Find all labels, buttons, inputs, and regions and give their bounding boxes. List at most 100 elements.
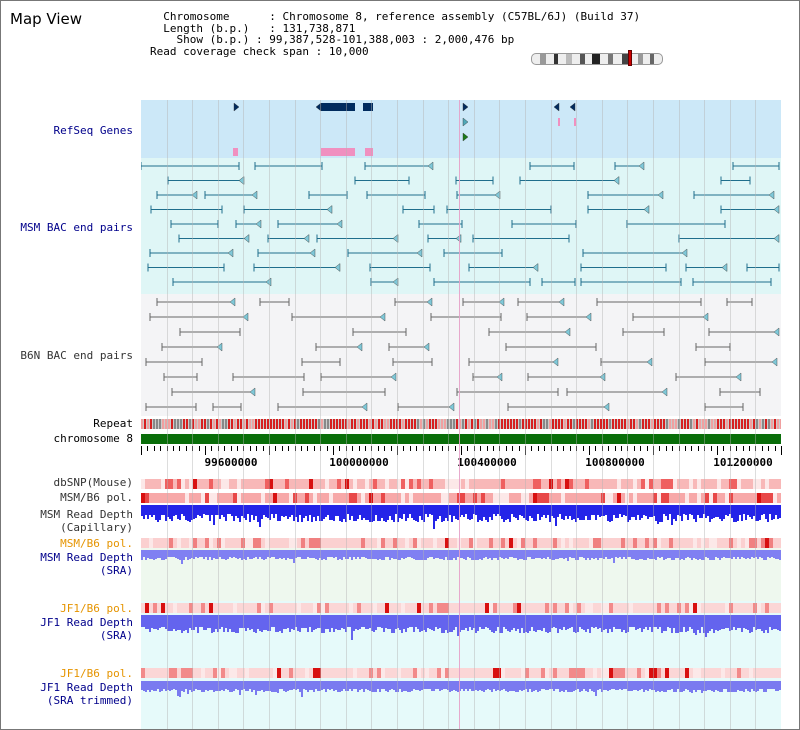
heat-cell — [445, 668, 449, 678]
depth-bar — [627, 681, 629, 691]
depth-bar — [635, 681, 637, 690]
depth-bar — [453, 550, 455, 558]
track-label-msm-b6-pol-1[interactable]: MSM/B6 pol. — [60, 491, 133, 504]
depth-bar — [243, 615, 245, 628]
heat-cell — [325, 479, 329, 489]
depth-bar — [231, 615, 233, 632]
ideogram-position-marker[interactable] — [628, 50, 632, 66]
track-label-msm-b6-pol-2[interactable]: MSM/B6 pol. — [60, 537, 133, 550]
depth-bar — [771, 505, 773, 520]
heat-cell — [389, 538, 393, 548]
repeat-segment — [147, 419, 149, 429]
track-label-jf1-b6-pol-1[interactable]: JF1/B6 pol. — [60, 602, 133, 615]
jf1-b6-pol-heat-track-1[interactable] — [141, 603, 781, 613]
repeat-segment — [198, 419, 200, 429]
track-label-msm-depth-cap[interactable]: MSM Read Depth (Capillary) — [40, 508, 133, 534]
repeat-segment — [609, 419, 611, 429]
chromosome-bar[interactable] — [141, 434, 781, 444]
depth-bar — [665, 550, 667, 559]
b6n-bac-features[interactable] — [141, 294, 781, 416]
heat-cell — [161, 668, 165, 678]
heat-cell — [601, 538, 605, 548]
track-label-jf1-b6-pol-2[interactable]: JF1/B6 pol. — [60, 667, 133, 680]
msm-read-depth-sra[interactable] — [141, 550, 781, 564]
depth-bar — [281, 615, 283, 633]
depth-bar — [503, 681, 505, 689]
heat-cell — [777, 668, 781, 678]
depth-bar — [535, 550, 537, 558]
repeat-track[interactable] — [141, 419, 781, 429]
track-label-msm-bac[interactable]: MSM BAC end pairs — [20, 221, 133, 234]
depth-bar — [773, 615, 775, 629]
depth-bar — [769, 681, 771, 689]
depth-bar — [605, 615, 607, 629]
depth-bar — [261, 505, 263, 519]
msm-b6-pol-heat-track-2[interactable] — [141, 538, 781, 548]
track-label-dbsnp[interactable]: dbSNP(Mouse) — [53, 476, 133, 489]
heat-cell — [189, 603, 193, 613]
depth-bar — [427, 615, 429, 628]
depth-bar — [751, 550, 753, 557]
ruler-tick — [281, 446, 283, 451]
heat-cell — [341, 603, 345, 613]
track-label-jf1-depth-sra[interactable]: JF1 Read Depth (SRA) — [40, 616, 133, 642]
chromosome-ideogram[interactable] — [531, 53, 663, 65]
ideogram-band — [592, 54, 600, 64]
heat-cell — [525, 493, 529, 503]
heat-cell — [369, 538, 373, 548]
heat-cell — [325, 603, 329, 613]
track-label-chromosome[interactable]: chromosome 8 — [53, 432, 133, 445]
heat-cell — [157, 668, 161, 678]
gene-arrow — [462, 102, 469, 112]
heat-cell — [153, 479, 157, 489]
depth-bar — [375, 550, 377, 559]
depth-bar — [653, 550, 655, 559]
msm-bac-features[interactable] — [141, 158, 781, 294]
depth-bar — [533, 550, 535, 559]
depth-bar — [245, 615, 247, 631]
msm-b6-pol-heat-track-1[interactable] — [141, 493, 781, 503]
heat-cell — [257, 668, 261, 678]
bac-end-arrow — [498, 297, 505, 307]
depth-bar — [497, 550, 499, 560]
depth-bar — [201, 550, 203, 557]
track-label-b6n-bac[interactable]: B6N BAC end pairs — [20, 349, 133, 362]
heat-cell — [345, 538, 349, 548]
depth-bar — [153, 505, 155, 515]
heat-cell — [225, 493, 229, 503]
track-label-msm-depth-sra[interactable]: MSM Read Depth (SRA) — [40, 551, 133, 577]
heat-cell — [333, 668, 337, 678]
bac-end-arrow — [423, 342, 430, 352]
ruler-tick — [761, 446, 763, 451]
repeat-segment — [546, 419, 548, 429]
jf1-read-depth-sra[interactable] — [141, 615, 781, 645]
depth-bar — [703, 615, 705, 633]
depth-bar — [655, 550, 657, 560]
track-label-jf1-depth-trim[interactable]: JF1 Read Depth (SRA trimmed) — [40, 681, 133, 707]
depth-bar — [365, 681, 367, 689]
depth-bar — [221, 550, 223, 559]
repeat-segment — [552, 419, 554, 429]
dbsnp-heat-track[interactable] — [141, 479, 781, 489]
depth-bar — [195, 615, 197, 627]
heat-cell — [593, 479, 597, 489]
depth-bar — [663, 615, 665, 631]
track-label-repeat[interactable]: Repeat — [93, 417, 133, 430]
repeat-segment — [549, 419, 551, 429]
depth-bar — [687, 550, 689, 557]
msm-read-depth-capillary[interactable] — [141, 505, 781, 535]
depth-bar — [555, 681, 557, 689]
jf1-b6-pol-heat-track-2[interactable] — [141, 668, 781, 678]
depth-bar — [191, 550, 193, 558]
heat-cell — [569, 479, 573, 489]
depth-bar — [227, 615, 229, 632]
depth-bar — [555, 550, 557, 559]
jf1-read-depth-sra-trimmed[interactable] — [141, 681, 781, 697]
depth-bar — [629, 505, 631, 520]
heat-cell — [677, 603, 681, 613]
heat-cell — [265, 479, 269, 489]
refseq-gene-features[interactable] — [141, 100, 781, 158]
track-label-refseq[interactable]: RefSeq Genes — [53, 124, 133, 137]
depth-bar — [687, 681, 689, 690]
depth-bar — [603, 681, 605, 690]
